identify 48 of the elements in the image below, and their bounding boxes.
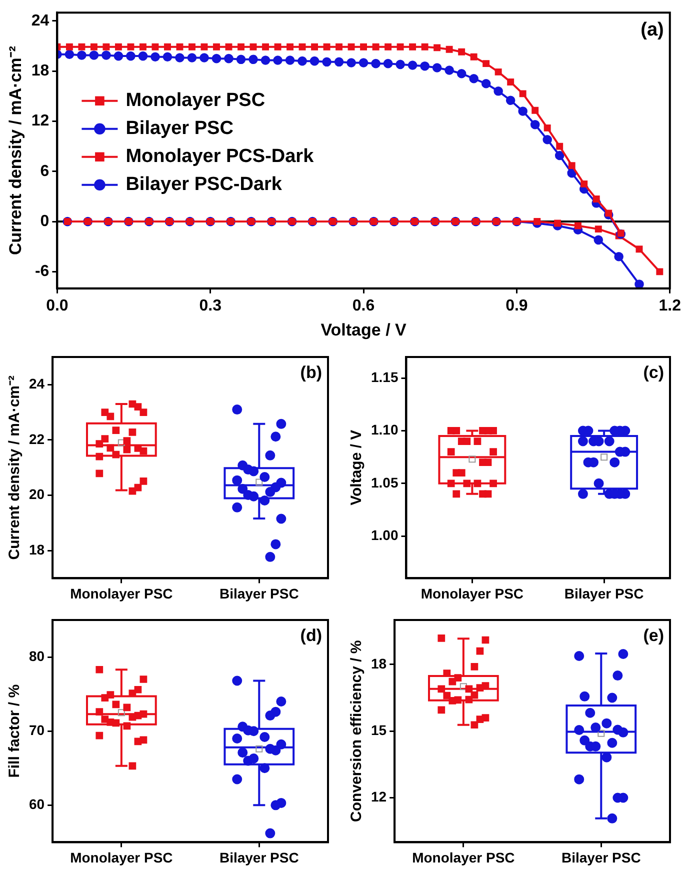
y-tick-label: 1.00 <box>371 526 398 543</box>
annotation: (b) <box>300 363 322 382</box>
y-tick-label: 80 <box>28 648 45 664</box>
x-tick-label: 0.3 <box>199 297 222 314</box>
y-tick-label: 0 <box>40 212 50 230</box>
y-tick-label: 18 <box>28 541 45 558</box>
x-tick-label: 0.0 <box>46 297 68 314</box>
y-tick-label: 1.10 <box>371 422 398 438</box>
y-axis-title: Current density / mA·cm⁻² <box>6 376 24 560</box>
x-tick-label: Bilayer PSC <box>219 849 299 866</box>
y-tick-label: 12 <box>31 112 50 130</box>
y-axis-title: Fill factor / % <box>6 684 24 778</box>
x-tick-label: Bilayer PSC <box>561 849 641 866</box>
y-tick-label: 22 <box>28 430 45 447</box>
y-axis-title: Voltage / V <box>348 430 366 506</box>
y-tick-label: 18 <box>31 62 50 80</box>
y-tick-label: 20 <box>28 486 45 502</box>
annotation: (d) <box>300 626 322 646</box>
y-tick-label: 1.15 <box>371 368 398 385</box>
annotation: (e) <box>643 626 664 646</box>
x-tick-label: 0.6 <box>352 297 375 314</box>
legend-label: Bilayer PSC-Dark <box>126 174 282 196</box>
annotation: (c) <box>643 363 664 382</box>
x-tick-label: Monolayer PSC <box>70 849 173 866</box>
y-tick-label: 15 <box>370 722 387 738</box>
x-tick-label: 0.9 <box>506 297 528 314</box>
y-tick-label: 60 <box>28 796 45 812</box>
y-tick-label: 6 <box>40 162 50 180</box>
x-axis-title: Voltage / V <box>320 320 408 340</box>
y-axis-title: Current density / mA·cm⁻² <box>6 46 25 256</box>
x-tick-label: Monolayer PSC <box>412 849 515 866</box>
y-tick-label: -6 <box>34 263 50 280</box>
y-tick-label: 24 <box>31 12 50 30</box>
x-tick-label: Monolayer PSC <box>420 585 524 602</box>
annotation: (a) <box>640 19 664 40</box>
y-tick-label: 12 <box>370 788 387 805</box>
legend-label: Bilayer PSC <box>126 118 234 140</box>
x-tick-label: Bilayer PSC <box>564 585 644 602</box>
y-tick-label: 1.05 <box>371 474 398 490</box>
y-axis-title: Conversion efficiency / % <box>348 640 366 822</box>
legend-label: Monolayer PCS-Dark <box>126 146 314 168</box>
x-tick-label: 1.2 <box>658 297 682 314</box>
legend-label: Monolayer PSC <box>126 90 266 112</box>
y-tick-label: 70 <box>28 722 45 738</box>
y-tick-label: 24 <box>28 376 45 392</box>
y-tick-label: 18 <box>370 655 387 672</box>
x-tick-label: Bilayer PSC <box>219 585 299 602</box>
x-tick-label: Monolayer PSC <box>70 585 173 602</box>
